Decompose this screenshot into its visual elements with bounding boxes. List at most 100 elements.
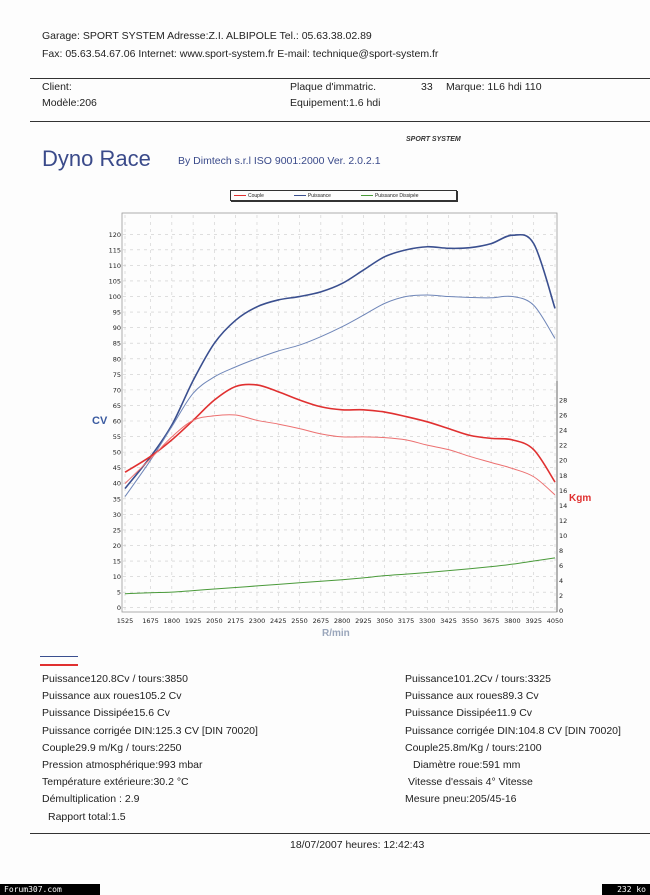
divider [30,833,650,834]
legend-label: Couple [248,192,264,199]
series-lines [124,233,556,595]
x-tick-label: 2550 [291,617,308,625]
sport-system-logo: SPORT SYSTEM [406,136,461,143]
x-tick-label: 1675 [142,617,159,625]
legend-line-red [40,664,78,666]
y2-axis-label: Kgm [569,493,591,504]
x-tick-label: 3300 [419,617,436,625]
x-tick-label: 4050 [547,617,564,625]
datetime: 18/07/2007 heures: 12:42:43 [290,839,425,851]
y-tick-label: 110 [109,262,121,270]
y-tick-label: 60 [113,418,121,426]
result-line: Rapport total:1.5 [48,810,126,823]
y-tick-label: 25 [113,526,121,534]
y-axis-label: CV [92,415,108,427]
x-tick-label: 3175 [398,617,415,625]
y2-tick-label: 16 [559,487,567,495]
x-tick-label: 2425 [270,617,287,625]
result-line: Puissance120.8Cv / tours:3850 [42,673,188,685]
result-line: Température extérieure:30.2 °C [42,776,189,789]
result-line: Puissance corrigée DIN:125.3 CV [DIN 700… [42,724,258,737]
x-tick-label: 2675 [313,617,330,625]
y-tick-label: 50 [113,449,121,457]
result-line: Mesure pneu:205/45-16 [405,793,517,806]
x-tick-label: 2050 [206,617,223,625]
y-tick-label: 30 [113,511,121,519]
x-tick-label: 2925 [355,617,372,625]
x-tick-label: 3550 [462,617,479,625]
watermark-left: Forum307.com [0,884,100,895]
x-tick-label: 2175 [227,617,244,625]
series-line-puissance-dissip-e-4 [124,557,556,595]
legend-swatch-puissance [293,195,306,196]
series-line-puissance-1 [124,294,556,497]
y2-tick-label: 10 [559,532,567,540]
y-tick-label: 55 [113,433,121,441]
x-tick-label: 3800 [504,617,521,625]
garage-info: Garage: SPORT SYSTEM Adresse:Z.I. ALBIPO… [42,30,372,42]
divider [30,78,650,79]
x-tick-label: 1925 [185,617,202,625]
legend-swatch-couple [234,195,246,196]
y-tick-label: 75 [113,371,121,379]
y-tick-label: 20 [113,542,121,550]
subtitle: By Dimtech s.r.l ISO 9001:2000 Ver. 2.0.… [178,155,381,167]
result-line: Puissance corrigée DIN:104.8 CV [DIN 700… [405,724,621,737]
legend-couple: Couple [234,193,264,199]
page-title: Dyno Race [42,146,151,171]
x-tick-label: 3425 [440,617,457,625]
footer-bar: Forum307.com 232 ko [0,884,650,895]
x-tick-label: 2800 [334,617,351,625]
y2-tick-label: 18 [559,472,567,480]
result-line: Vitesse d'essais 4° Vitesse [408,776,533,789]
legend-swatch-dissipee [360,195,373,196]
y-tick-label: 65 [113,402,121,410]
series-line-couple-3 [124,414,556,496]
plaque-value: 33 [421,81,433,93]
client-label: Client: [42,81,72,93]
y2-tick-label: 14 [559,502,567,510]
y2-tick-label: 26 [559,412,567,420]
y2-tick-label: 28 [559,397,567,405]
watermark-right: 232 ko [602,884,650,895]
y2-tick-label: 24 [559,427,567,435]
y-tick-label: 95 [113,309,121,317]
legend-puissance: Puissance [293,192,331,199]
y2-tick-label: 22 [559,442,567,450]
legend-label: Puissance Dissipée [374,192,419,199]
y-tick-label: 40 [113,480,121,488]
y-tick-label: 115 [109,246,121,254]
y2-tick-label: 20 [559,457,567,465]
grid [123,215,556,610]
result-line: Puissance aux roues89.3 Cv [405,690,539,703]
y-tick-label: 45 [113,464,121,472]
y-tick-label: 105 [109,277,121,285]
y2-tick-label: 0 [559,607,563,615]
plaque-label: Plaque d'immatric. [290,81,377,93]
x-tick-label: 3050 [376,617,393,625]
result-line: Couple29.9 m/Kg / tours:2250 [42,741,182,754]
x-tick-label: 1800 [164,617,181,625]
y-tick-label: 90 [113,324,121,332]
y-tick-label: 15 [113,558,121,566]
chart-legend: Couple Puissance Puissance Dissipée [230,190,457,201]
result-line: Puissance Dissipée15.6 Cv [42,707,170,720]
y2-tick-label: 12 [559,517,567,525]
tick-labels: 1525 1675 1800 1925 2050 2175 2300 2425 2550 2675… [109,231,568,625]
result-line: Diamètre roue:591 mm [413,759,521,771]
y-tick-label: 80 [113,355,121,363]
y-tick-label: 10 [113,573,121,581]
legend-label: Puissance [307,192,331,199]
result-line: Puissance101.2Cv / tours:3325 [405,673,551,685]
legend-puissance-dissipee: Puissance Dissipée [360,192,419,199]
modele: Modèle:206 [42,97,97,109]
result-line: Démultiplication : 2.9 [42,793,140,806]
divider [30,121,650,122]
series-line-puissance-0 [124,233,556,490]
marque: Marque: 1L6 hdi 110 [446,81,542,93]
x-tick-label: 3925 [525,617,542,625]
result-line: Couple25.8m/Kg / tours:2100 [405,741,542,754]
y-tick-label: 5 [117,589,121,597]
contact-info: Fax: 05.63.54.67.06 Internet: www.sport-… [42,48,439,60]
